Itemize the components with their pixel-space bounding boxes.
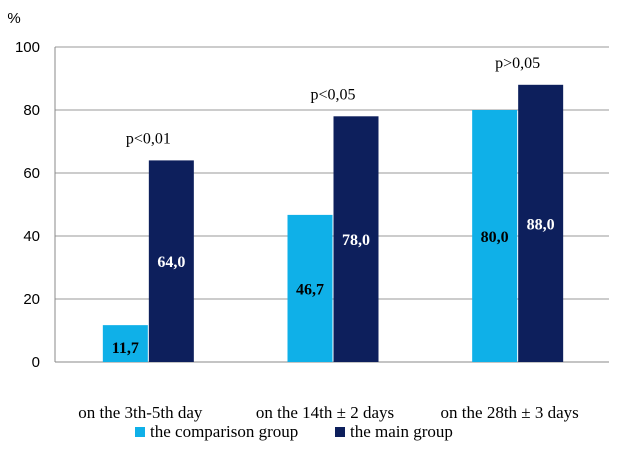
legend-label: the main group bbox=[350, 422, 453, 441]
legend: the comparison group the main group bbox=[135, 422, 453, 441]
bar-main-1 bbox=[333, 116, 379, 362]
legend-label: the comparison group bbox=[150, 422, 298, 441]
y-tick-label: 20 bbox=[23, 291, 40, 308]
p-value-label: p>0,05 bbox=[495, 55, 540, 72]
bar-comparison-2 bbox=[472, 110, 518, 362]
x-category-label: on the 3th-5th day bbox=[78, 403, 203, 422]
bars bbox=[102, 84, 564, 363]
bar-comparison-0 bbox=[102, 325, 148, 362]
x-category-label: on the 28th ± 3 days bbox=[441, 403, 579, 422]
p-value-annotations: p<0,01 p<0,05 p>0,05 bbox=[126, 55, 540, 148]
y-tick-labels: 0 20 40 60 80 100 bbox=[15, 39, 40, 371]
y-tick-label: 60 bbox=[23, 165, 40, 182]
data-label: 80,0 bbox=[481, 229, 509, 246]
y-tick-label: 80 bbox=[23, 102, 40, 119]
y-axis-unit-label: % bbox=[7, 10, 20, 27]
data-label: 11,7 bbox=[112, 340, 139, 357]
y-tick-label: 40 bbox=[23, 228, 40, 245]
legend-swatch bbox=[335, 427, 345, 437]
category-labels: on the 3th-5th day on the 14th ± 2 days on… bbox=[78, 403, 579, 422]
data-labels: 11,7 64,0 46,7 78,0 80,0 88,0 bbox=[112, 216, 555, 357]
legend-swatch bbox=[135, 427, 145, 437]
y-tick-label: 100 bbox=[15, 39, 40, 56]
bar-main-2 bbox=[518, 84, 564, 363]
x-category-label: on the 14th ± 2 days bbox=[256, 403, 394, 422]
y-tick-label: 0 bbox=[32, 354, 40, 371]
data-label: 78,0 bbox=[342, 232, 370, 249]
p-value-label: p<0,05 bbox=[310, 86, 355, 103]
bar-comparison-1 bbox=[287, 214, 333, 362]
data-label: 46,7 bbox=[296, 281, 324, 298]
data-label: 64,0 bbox=[157, 254, 185, 271]
bar-main-0 bbox=[148, 160, 194, 362]
p-value-label: p<0,01 bbox=[126, 130, 171, 147]
data-label: 88,0 bbox=[527, 216, 555, 233]
